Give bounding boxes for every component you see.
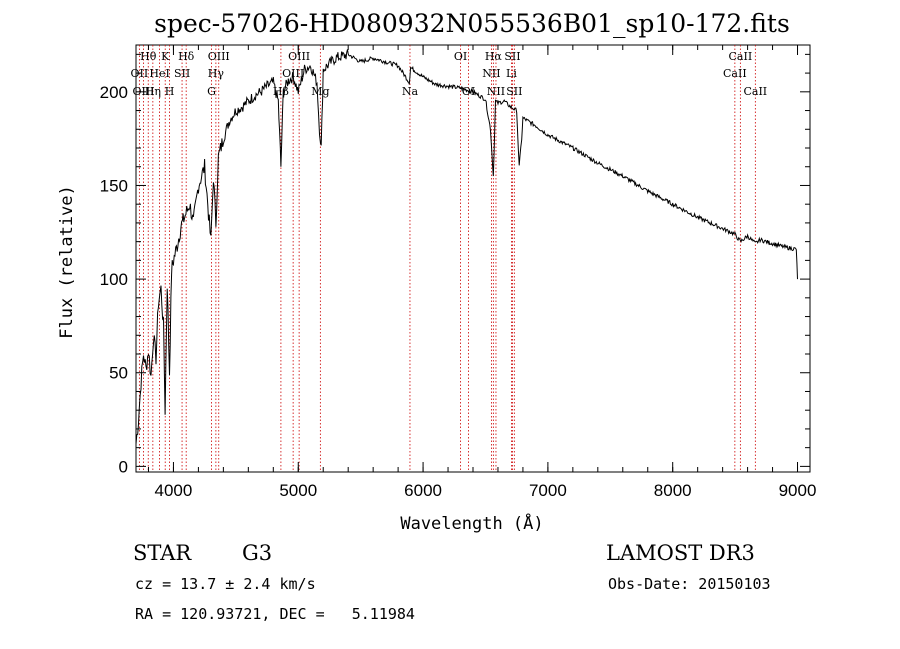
x-tick-label-7000: 7000: [529, 481, 567, 500]
y-tick-label-0: 0: [119, 457, 128, 476]
line-label-16: Na: [402, 85, 419, 98]
x-tick-label-6000: 6000: [404, 481, 442, 500]
line-label-23: NII: [487, 85, 505, 98]
y-tick-label-100: 100: [100, 270, 128, 289]
redshift-cz: cz = 13.7 ± 2.4 km/s: [135, 575, 316, 593]
y-tick-label-150: 150: [100, 176, 128, 195]
spectrum-series: [135, 49, 798, 445]
line-label-8: Hδ: [178, 50, 195, 63]
spectrum-line: [135, 49, 798, 445]
line-label-26: CaII: [723, 67, 747, 80]
line-label-10: Hγ: [208, 67, 225, 80]
line-label-24: SII: [506, 85, 522, 98]
survey-name: LAMOST DR3: [606, 541, 755, 565]
x-axis-label: Wavelength (Å): [400, 512, 543, 534]
line-label-5: Hη: [145, 85, 161, 98]
line-label-21: NII: [482, 67, 500, 80]
x-tick-label-9000: 9000: [779, 481, 817, 500]
chart-title: spec-57026-HD080932N055536B01_sp10-172.f…: [154, 9, 790, 38]
plot-frame: [135, 44, 811, 473]
line-label-9: OIII: [208, 50, 230, 63]
axis-ticks: 4000 5000 6000 7000 8000 9000 0 50 100 150 200: [100, 45, 817, 500]
line-label-20: SII: [504, 50, 520, 63]
line-label-15: Mg: [311, 85, 329, 98]
emission-line-markers: [138, 45, 756, 472]
line-label-25: CaII: [729, 50, 753, 63]
coordinates: RA = 120.93721, DEC = 5.11984: [135, 605, 415, 623]
line-label-4: HeI: [149, 67, 169, 80]
observation-date: Obs-Date: 20150103: [608, 575, 771, 593]
plot-area-border: [135, 44, 811, 473]
x-tick-label-8000: 8000: [654, 481, 692, 500]
object-subclass: G3: [242, 541, 272, 565]
line-label-12: OIII: [288, 50, 310, 63]
line-label-6: SII: [174, 67, 190, 80]
line-label-3: K: [161, 50, 170, 63]
x-tick-label-4000: 4000: [155, 481, 193, 500]
line-label-19: Hα: [485, 50, 503, 63]
line-label-22: Li: [506, 67, 517, 80]
line-label-0: Hθ: [140, 50, 157, 63]
line-label-11: G: [207, 85, 216, 98]
line-label-27: CaII: [743, 85, 767, 98]
y-tick-label-200: 200: [100, 83, 128, 102]
x-tick-label-5000: 5000: [279, 481, 317, 500]
line-label-7: H: [165, 85, 175, 98]
y-tick-label-50: 50: [109, 364, 128, 383]
object-class: STAR: [133, 541, 192, 565]
line-label-17: OI: [454, 50, 467, 63]
y-axis-label: Flux (relative): [57, 185, 77, 339]
